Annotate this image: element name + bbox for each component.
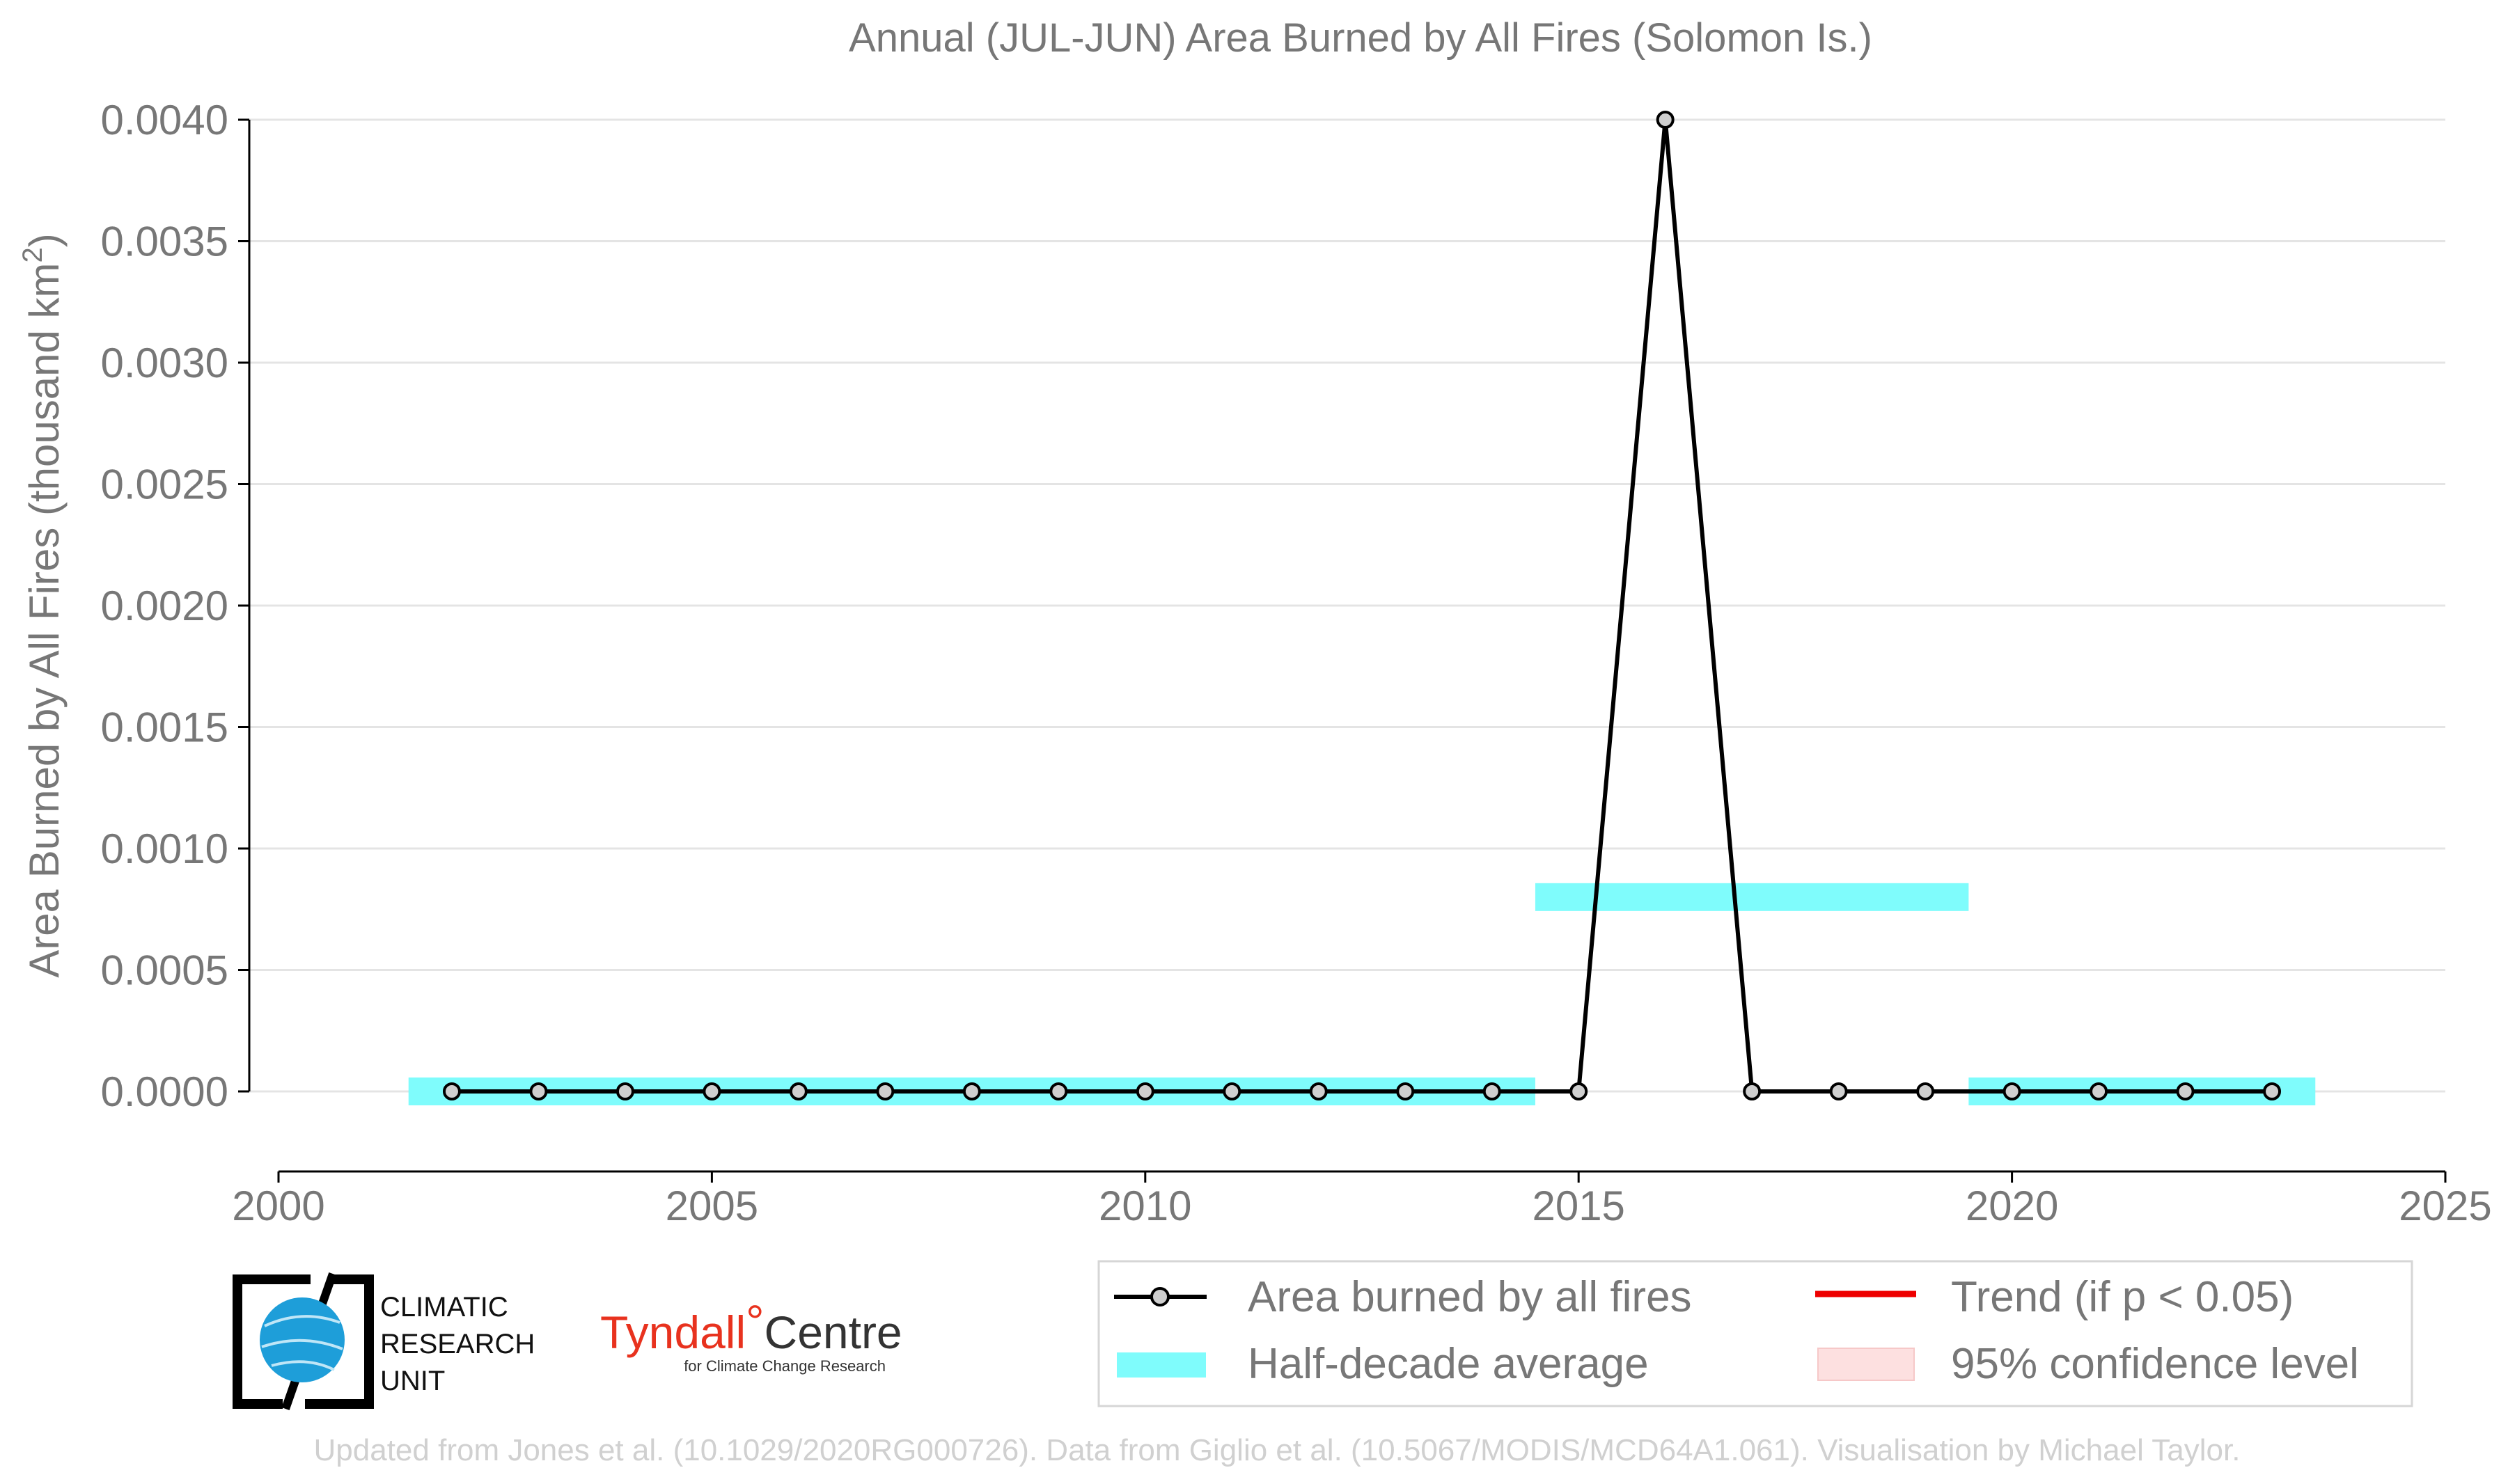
x-axis-ticks: 2000 2005 2010 2015 2020 2025: [232, 1171, 2492, 1229]
half-decade-average-bars: [408, 883, 2316, 1105]
series-point: [703, 1082, 721, 1100]
legend-trend-label: Trend (if p < 0.05): [1951, 1273, 2294, 1321]
y-tick-label: 0.0040: [100, 97, 228, 143]
legend-series-key-point: [1150, 1287, 1170, 1307]
cru-logo-line-3: UNIT: [380, 1366, 445, 1396]
y-tick-label: 0.0005: [100, 947, 228, 994]
series-point: [1829, 1082, 1848, 1100]
tyndall-logo: Tyndall°Centre for Climate Change Resear…: [600, 1295, 902, 1375]
tyndall-logo-wordmark: Tyndall°Centre: [600, 1295, 902, 1358]
chart-title: Annual (JUL-JUN) Area Burned by All Fire…: [849, 15, 1872, 61]
series-point: [529, 1082, 548, 1100]
series-point: [1743, 1082, 1762, 1100]
series-point: [442, 1082, 461, 1100]
series-point: [1916, 1082, 1935, 1100]
x-tick-label: 2015: [1532, 1183, 1624, 1229]
series-point: [1223, 1082, 1241, 1100]
cru-logo: CLIMATIC RESEARCH UNIT: [233, 1272, 535, 1410]
series-point: [1396, 1082, 1415, 1100]
footer-credits: Updated from Jones et al. (10.1029/2020R…: [314, 1433, 2241, 1467]
legend-ci-label: 95% confidence level: [1951, 1340, 2359, 1388]
series-point: [876, 1082, 895, 1100]
y-axis-ticks: 0.0000 0.0005 0.0010 0.0015 0.0020 0.0025 0.00…: [100, 97, 249, 1115]
y-axis-title: Area Burned by All Fires (thousand km2): [17, 233, 68, 977]
cru-logo-line-1: CLIMATIC: [380, 1292, 508, 1323]
legend-half-decade-key: [1117, 1352, 1206, 1378]
globe-icon-lines: [261, 1315, 343, 1371]
series-point: [2090, 1082, 2108, 1100]
legend-half-decade-label: Half-decade average: [1248, 1340, 1649, 1388]
y-tick-label: 0.0025: [100, 461, 228, 508]
y-axis-title-main: Area Burned by All Fires (thousand km: [21, 263, 68, 978]
legend: Area burned by all fires Half-decade ave…: [1097, 1260, 2413, 1407]
cru-logo-line-2: RESEARCH: [380, 1329, 535, 1359]
series-point: [1136, 1082, 1154, 1100]
x-tick-label: 2000: [232, 1183, 324, 1229]
x-tick-label: 2020: [1966, 1183, 2058, 1229]
y-axis-title-sup: 2: [17, 247, 48, 262]
cru-logo-frame: [233, 1274, 374, 1409]
series-point: [1569, 1082, 1588, 1100]
legend-series-label: Area burned by all fires: [1248, 1273, 1692, 1321]
series-point: [962, 1082, 981, 1100]
x-tick-label: 2005: [666, 1183, 758, 1229]
half-decade-bar: [1535, 883, 1969, 911]
tyndall-logo-degree: °: [746, 1295, 764, 1347]
series-point: [616, 1082, 634, 1100]
y-tick-label: 0.0035: [100, 219, 228, 265]
series-points: [442, 111, 2282, 1100]
x-tick-label: 2025: [2399, 1183, 2491, 1229]
y-tick-label: 0.0015: [100, 704, 228, 751]
series-point: [1049, 1082, 1068, 1100]
gridlines: [249, 118, 2445, 1093]
y-axis-title-close: ): [21, 233, 68, 247]
series-point: [1482, 1082, 1501, 1100]
y-tick-label: 0.0010: [100, 826, 228, 872]
legend-box: [1097, 1260, 2413, 1407]
y-tick-label: 0.0030: [100, 340, 228, 386]
x-tick-label: 2010: [1099, 1183, 1191, 1229]
series-point: [2263, 1082, 2282, 1100]
tyndall-logo-name: Tyndall: [600, 1307, 746, 1358]
series-point: [1656, 111, 1675, 129]
series-point: [789, 1082, 808, 1100]
y-tick-label: 0.0020: [100, 583, 228, 629]
legend-ci-key: [1817, 1348, 1915, 1381]
tyndall-logo-centre: Centre: [765, 1307, 902, 1358]
series-line-area-burned: [452, 119, 2272, 1094]
tyndall-logo-subtitle: for Climate Change Research: [684, 1357, 886, 1375]
series-point: [2003, 1082, 2021, 1100]
series-point: [2176, 1082, 2195, 1100]
y-tick-label: 0.0000: [100, 1068, 228, 1115]
series-point: [1309, 1082, 1328, 1100]
